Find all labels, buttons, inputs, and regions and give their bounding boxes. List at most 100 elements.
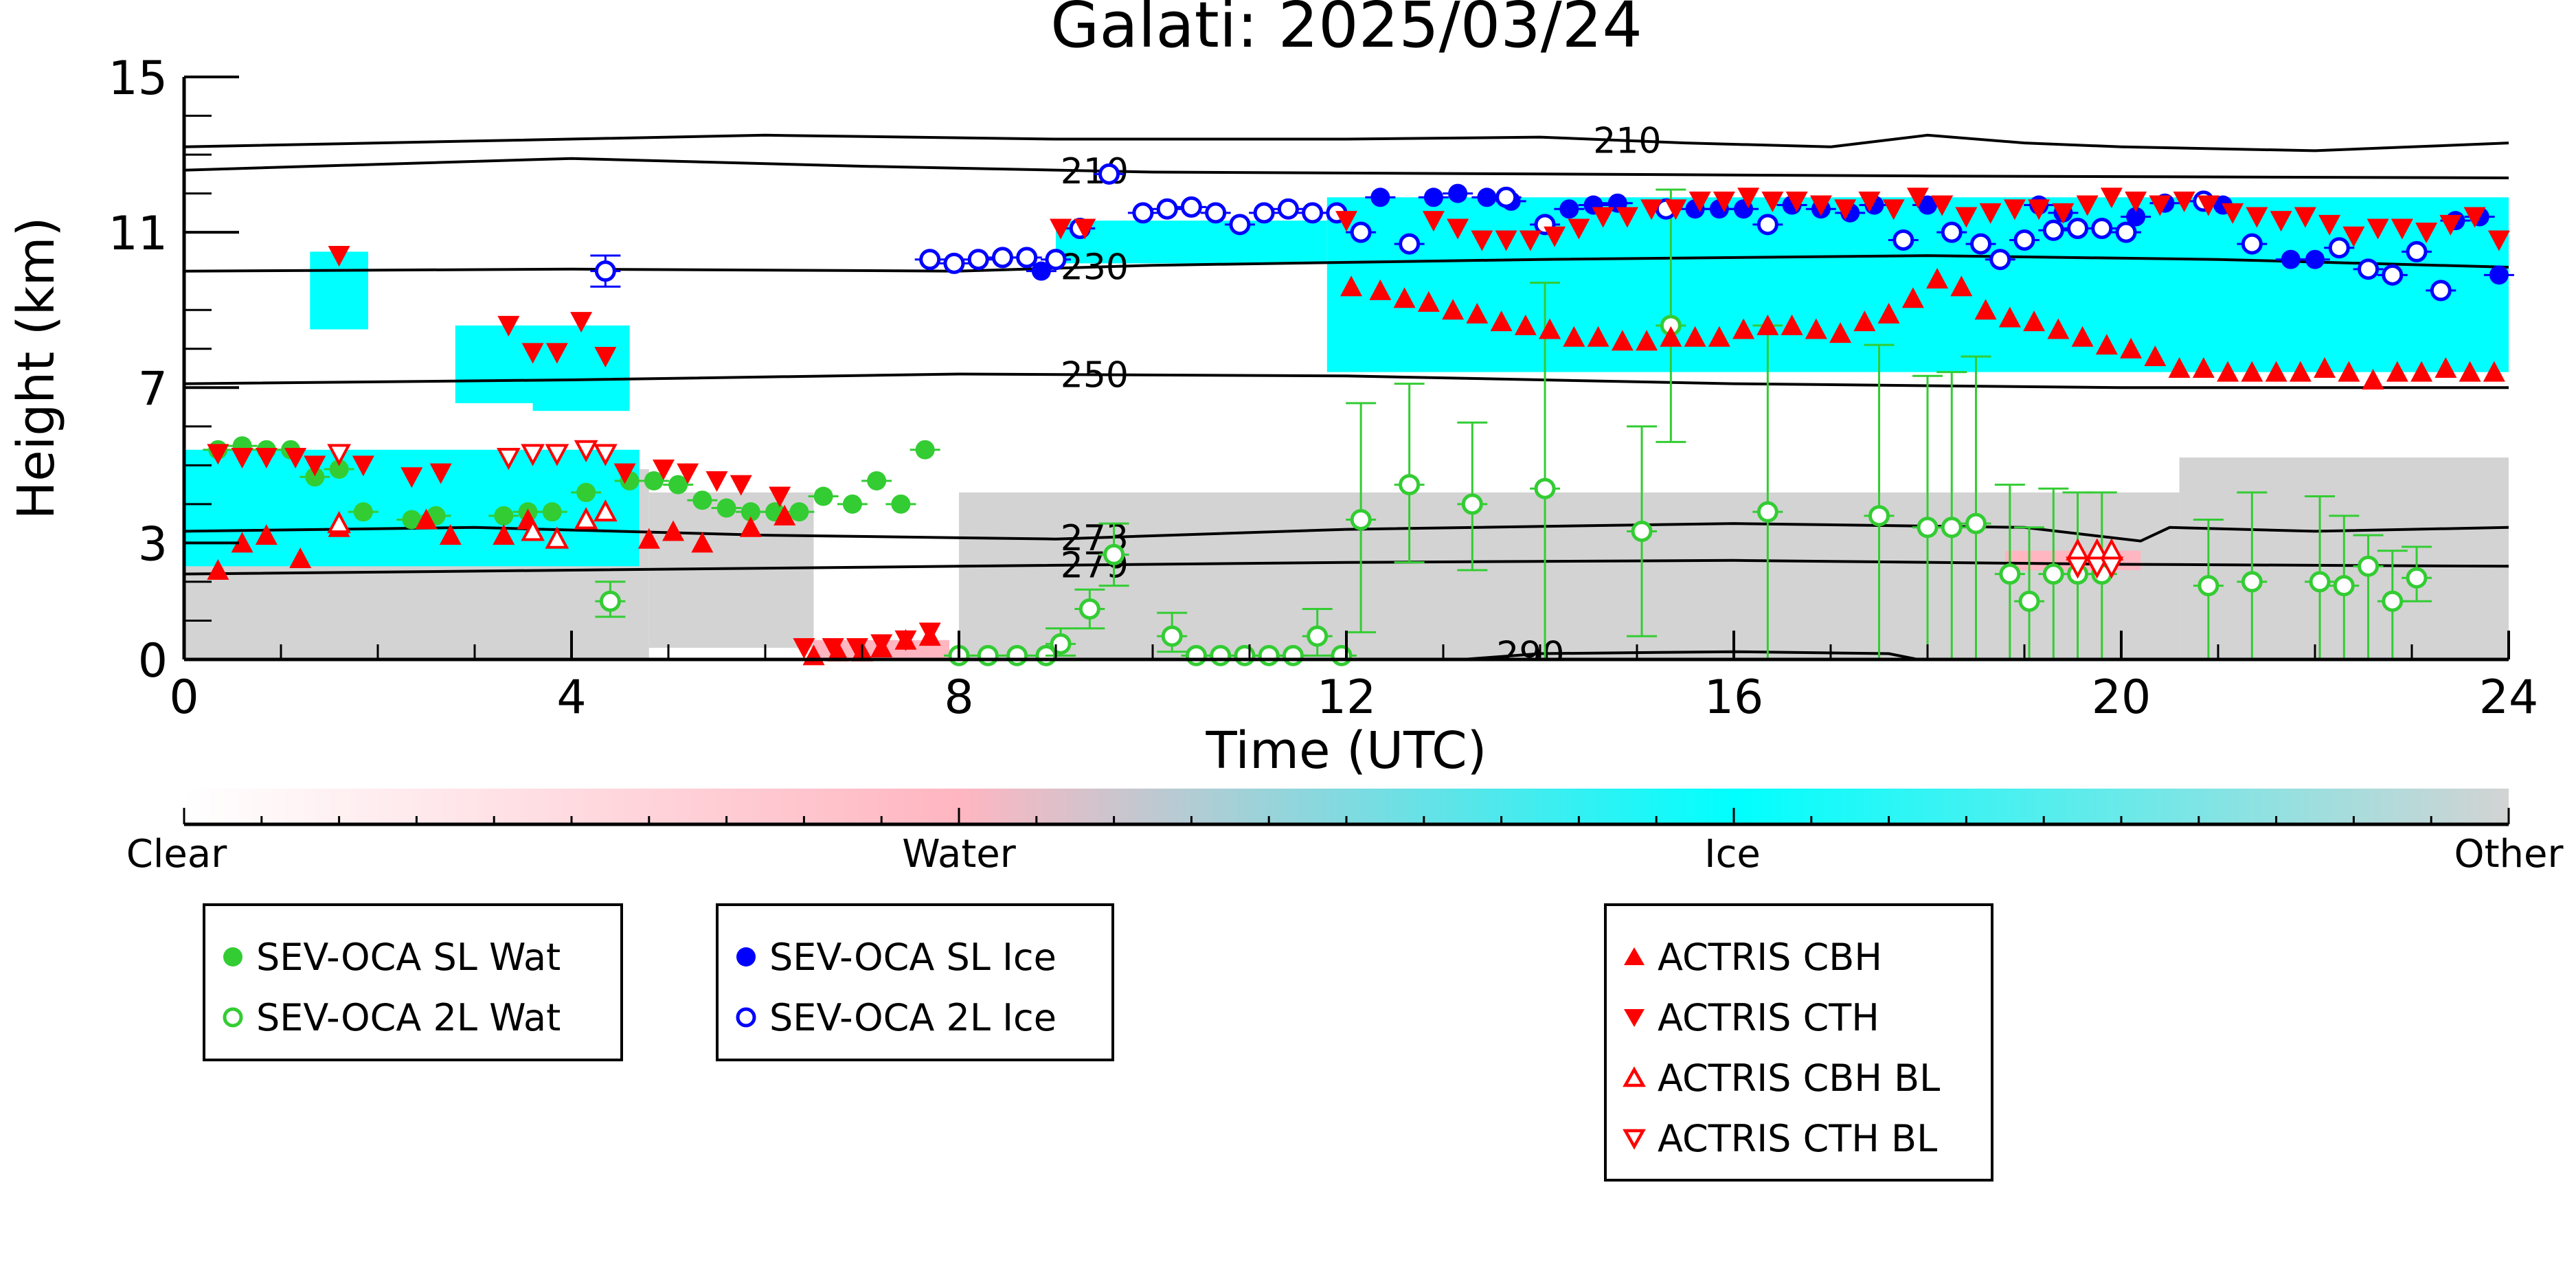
marker-circle-open bbox=[2382, 590, 2404, 612]
marker-circle-filled bbox=[1559, 199, 1579, 219]
marker-circle-open bbox=[1205, 202, 1227, 224]
marker-triangle-up-filled bbox=[1708, 326, 1730, 347]
marker-triangle-down-filled bbox=[1447, 218, 1469, 240]
legend-entry: SEV-OCA SL Wat bbox=[219, 936, 561, 979]
marker-triangle-up-filled bbox=[2265, 361, 2287, 382]
series-actris-cth-bl bbox=[327, 440, 2124, 579]
marker-circle-open bbox=[2333, 575, 2355, 597]
colorbar-label-clear: Clear bbox=[126, 832, 227, 877]
marker-triangle-up-filled bbox=[1805, 318, 1827, 339]
marker-triangle-down-filled bbox=[2100, 188, 2123, 209]
marker-circle-open bbox=[1989, 249, 2011, 271]
legend-label: ACTRIS CTH BL bbox=[1658, 1116, 1938, 1160]
marker-circle-filled bbox=[1477, 188, 1497, 207]
marker-triangle-down-open bbox=[2099, 556, 2124, 579]
marker-circle-open bbox=[1941, 221, 1963, 243]
marker-triangle-up-open bbox=[545, 526, 569, 549]
marker-triangle-down-filled bbox=[2366, 218, 2389, 240]
marker-triangle-down-filled bbox=[2391, 218, 2413, 240]
marker-circle-open bbox=[1756, 214, 1778, 236]
marker-circle-open bbox=[1277, 198, 1299, 220]
marker-circle-open bbox=[2013, 229, 2035, 251]
open-triangle-down-icon bbox=[1623, 1129, 1646, 1150]
filled-circle-icon bbox=[223, 947, 242, 967]
marker-triangle-down-filled bbox=[2463, 207, 2486, 228]
marker-circle-open bbox=[1016, 247, 1038, 269]
marker-triangle-down-filled bbox=[2173, 191, 2195, 212]
marker-circle-filled bbox=[2489, 265, 2509, 285]
marker-triangle-up-filled bbox=[1466, 302, 1489, 324]
marker-triangle-up-filled bbox=[1756, 314, 1779, 335]
marker-circle-open bbox=[1185, 644, 1207, 666]
temperature-contour-line bbox=[184, 558, 2509, 576]
marker-triangle-down-filled bbox=[2222, 203, 2244, 224]
classification-colorbar: Clear Water Ice Other bbox=[126, 789, 2564, 877]
marker-circle-filled bbox=[305, 467, 325, 487]
marker-triangle-down-filled bbox=[1955, 207, 1978, 228]
marker-circle-filled bbox=[576, 482, 596, 502]
marker-circle-open bbox=[1495, 186, 1517, 208]
classification-background bbox=[184, 197, 2509, 659]
temperature-contour-line bbox=[184, 372, 2509, 389]
marker-triangle-up-open bbox=[574, 507, 598, 530]
marker-circle-open bbox=[1331, 644, 1353, 666]
marker-triangle-down-filled bbox=[207, 444, 229, 465]
marker-triangle-up-filled bbox=[2144, 346, 2167, 367]
marker-triangle-up-filled bbox=[662, 520, 685, 541]
marker-triangle-down-filled bbox=[1785, 191, 1808, 212]
marker-circle-open bbox=[1631, 520, 1653, 542]
marker-circle-open bbox=[1210, 644, 1232, 666]
marker-triangle-down-filled bbox=[1931, 195, 1954, 216]
marker-triangle-down-filled bbox=[594, 347, 617, 368]
marker-circle-open bbox=[1234, 644, 1256, 666]
marker-triangle-up-filled bbox=[2095, 334, 2118, 355]
marker-triangle-up-filled bbox=[1393, 287, 1416, 308]
marker-circle-open bbox=[2406, 567, 2428, 589]
marker-triangle-up-filled bbox=[1587, 326, 1609, 347]
marker-circle-open bbox=[1161, 625, 1183, 647]
marker-triangle-down-filled bbox=[1688, 191, 1711, 212]
marker-circle-open bbox=[2358, 258, 2380, 280]
marker-triangle-down-filled bbox=[1335, 211, 1357, 232]
marker-triangle-down-filled bbox=[1858, 191, 1881, 212]
marker-circle-open bbox=[1941, 517, 1963, 539]
legend-label: ACTRIS CBH BL bbox=[1658, 1056, 1941, 1100]
marker-triangle-down-filled bbox=[545, 343, 568, 364]
marker-triangle-down-filled bbox=[1640, 199, 1663, 221]
marker-circle-filled bbox=[494, 506, 514, 526]
marker-triangle-down-filled bbox=[2270, 211, 2292, 232]
marker-circle-open bbox=[1229, 214, 1251, 236]
marker-triangle-down-open bbox=[327, 444, 351, 466]
marker-triangle-up-filled bbox=[2434, 357, 2457, 378]
marker-triangle-up-filled bbox=[1340, 275, 1363, 297]
legend-entry: ACTRIS CTH bbox=[1620, 996, 1879, 1039]
marker-circle-filled bbox=[1423, 188, 1443, 207]
x-tick-label: 24 bbox=[2479, 670, 2539, 725]
legend-label: SEV-OCA 2L Ice bbox=[769, 995, 1057, 1039]
marker-triangle-up-filled bbox=[255, 524, 278, 545]
marker-triangle-down-filled bbox=[284, 448, 307, 469]
marker-triangle-up-filled bbox=[1514, 314, 1537, 335]
marker-circle-open bbox=[1917, 517, 1939, 539]
marker-triangle-up-filled bbox=[1490, 310, 1513, 332]
marker-triangle-down-filled bbox=[521, 343, 544, 364]
marker-triangle-up-filled bbox=[1974, 299, 1997, 320]
marker-triangle-up-filled bbox=[2314, 357, 2336, 378]
marker-triangle-up-filled bbox=[1926, 267, 1949, 289]
marker-circle-open bbox=[2430, 280, 2452, 302]
marker-circle-filled bbox=[716, 498, 736, 518]
marker-circle-open bbox=[1868, 505, 1890, 527]
marker-triangle-up-open bbox=[327, 510, 351, 534]
marker-triangle-up-filled bbox=[2362, 368, 2384, 389]
marker-circle-open bbox=[1103, 543, 1125, 565]
marker-circle-filled bbox=[329, 459, 349, 479]
marker-circle-open bbox=[1999, 563, 2021, 585]
marker-circle-filled bbox=[644, 471, 664, 490]
marker-triangle-down-filled bbox=[328, 246, 350, 267]
marker-triangle-up-filled bbox=[289, 547, 312, 569]
marker-triangle-up-filled bbox=[691, 532, 714, 553]
marker-triangle-down-filled bbox=[918, 622, 941, 644]
marker-triangle-down-filled bbox=[400, 467, 423, 488]
filled-circle-icon bbox=[736, 947, 756, 967]
